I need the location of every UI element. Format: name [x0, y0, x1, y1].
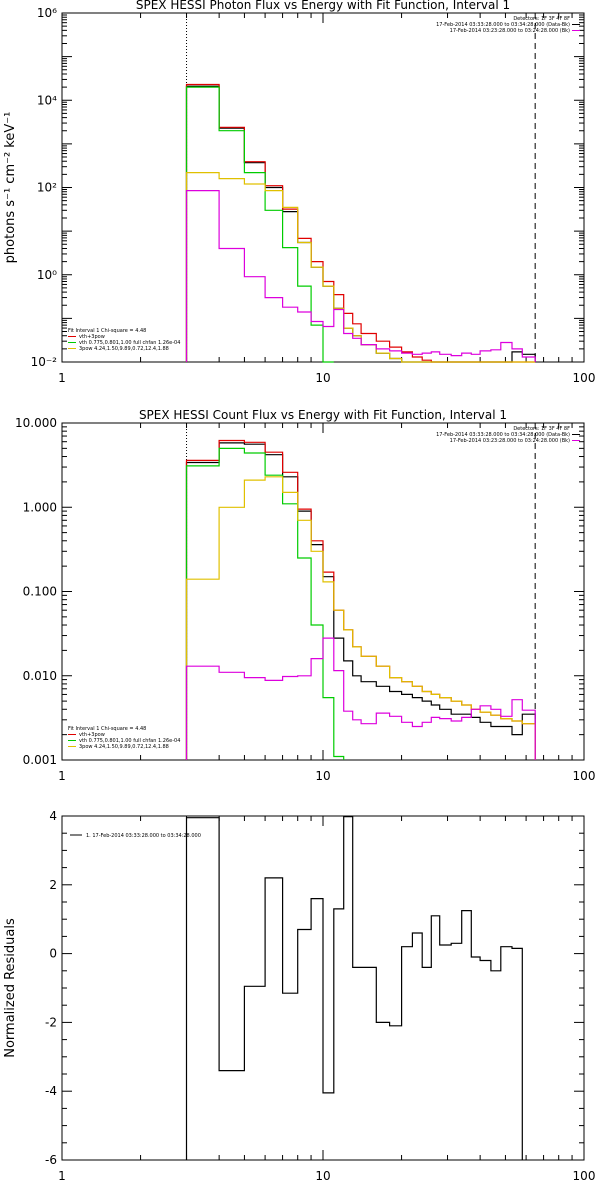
- legend-bottom-text: vth 0.775,0.801,1.00 full chfan 1.26e-04: [79, 738, 180, 744]
- series-vth-3pow: [185, 83, 536, 363]
- legend-bottom-text: vth+3pow: [79, 334, 105, 340]
- series-vth: [185, 447, 345, 760]
- series-3pow: [185, 476, 536, 760]
- y-tick-label: 0: [49, 947, 57, 961]
- chart-title: SPEX HESSI Count Flux vs Energy with Fit…: [139, 408, 507, 422]
- y-tick-label: 10²: [37, 181, 57, 195]
- x-tick-label: 10: [315, 371, 330, 385]
- y-tick-label: 10⁴: [37, 93, 57, 107]
- y-tick-label: -6: [45, 1153, 57, 1167]
- series-bk: [185, 190, 536, 362]
- legend-bottom-text: Fit Interval 1 Chi-square = 4.48: [68, 726, 146, 732]
- y-tick-label: 10⁶: [37, 6, 57, 20]
- y-tick-label: 0.001: [23, 753, 57, 767]
- legend-bottom-text: Fit Interval 1 Chi-square = 4.48: [68, 328, 146, 334]
- legend-bottom-text: 3pow 4.24,1.50,9.89,0.72,12.4,1.88: [79, 346, 169, 352]
- series-vth: [185, 86, 334, 363]
- legend-top-text: 17-Feb-2014 03:23:28.000 to 03:24:28.000…: [450, 28, 570, 34]
- legend-bottom-text: vth 0.775,0.801,1.00 full chfan 1.26e-04: [79, 340, 180, 346]
- series-residuals: [185, 816, 523, 1160]
- y-tick-label: 0.010: [23, 669, 57, 683]
- legend-top-text: Detectors: 1F 3F 4F 8F: [513, 426, 570, 432]
- y-tick-label: 10.000: [15, 416, 57, 430]
- legend-bottom-text: vth+3pow: [79, 732, 105, 738]
- residuals-panel: 1 10 100 -6 -4 -2 0 2 4 Normalized Residuals 1. 17…: [3, 809, 595, 1183]
- y-tick-label: 1.000: [23, 500, 57, 514]
- series-bk: [185, 637, 536, 760]
- photon-flux-panel: SPEX HESSI Photon Flux vs Energy with Fi…: [3, 0, 595, 385]
- x-tick-label: 100: [573, 769, 596, 783]
- x-tick-label: 10: [315, 769, 330, 783]
- series-data-bk: [185, 442, 536, 760]
- y-axis-label: Normalized Residuals: [3, 918, 18, 1058]
- legend-top-text: 17-Feb-2014 03:23:28.000 to 03:24:28.000…: [450, 438, 570, 444]
- legend-top-text: 17-Feb-2014 03:33:28.000 to 03:34:28.000…: [436, 22, 570, 28]
- y-tick-label: 10⁻²: [31, 355, 58, 369]
- y-tick-label: 10⁰: [37, 268, 57, 282]
- y-tick-label: 0.100: [23, 585, 57, 599]
- legend-text: 1. 17-Feb-2014 03:33:28.000 to 03:34:28.…: [86, 833, 201, 839]
- x-tick-label: 1: [58, 1169, 66, 1183]
- plot-frame: [61, 422, 585, 761]
- x-tick-label: 1: [58, 371, 66, 385]
- plot-frame: [61, 12, 585, 363]
- chart-title: SPEX HESSI Photon Flux vs Energy with Fi…: [136, 0, 510, 12]
- y-tick-label: -2: [45, 1015, 57, 1029]
- y-axis-label: photons s⁻¹ cm⁻² keV⁻¹: [3, 112, 18, 264]
- x-tick-label: 10: [315, 1169, 330, 1183]
- count-flux-panel: SPEX HESSI Count Flux vs Energy with Fit…: [15, 408, 595, 783]
- legend-top-text: Detectors: 1F 3F 4F 8F: [513, 16, 570, 22]
- legend-top-text: 17-Feb-2014 03:33:28.000 to 03:34:28.000…: [436, 432, 570, 438]
- x-tick-label: 100: [573, 371, 596, 385]
- x-tick-label: 1: [58, 769, 66, 783]
- legend-bottom-text: 3pow 4.24,1.50,9.89,0.72,12.4,1.88: [79, 744, 169, 750]
- y-tick-label: 2: [49, 878, 57, 892]
- y-tick-label: 4: [49, 809, 57, 823]
- y-tick-label: -4: [45, 1084, 57, 1098]
- x-tick-label: 100: [573, 1169, 596, 1183]
